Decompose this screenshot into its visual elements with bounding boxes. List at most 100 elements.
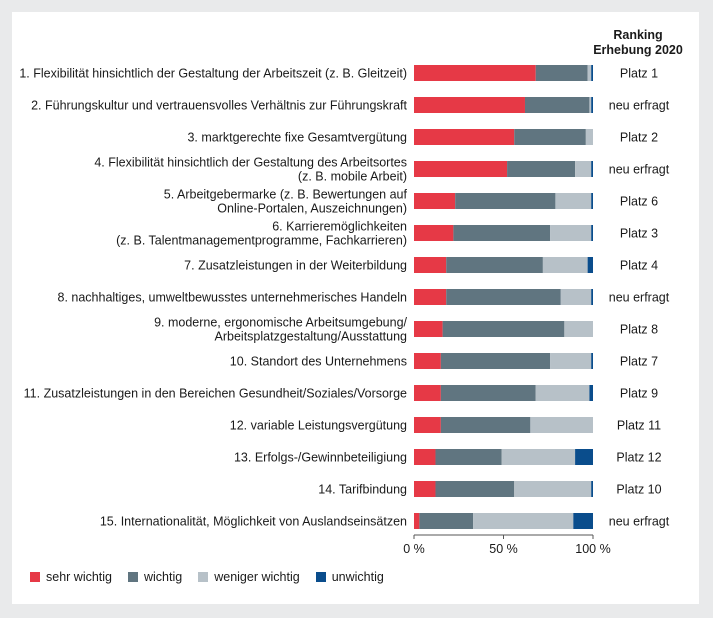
bar-segment-sehr-wichtig bbox=[414, 353, 441, 369]
ranking-header-line-2: Erhebung 2020 bbox=[593, 43, 683, 57]
bar-segment-sehr-wichtig bbox=[414, 257, 447, 273]
bar-segment-sehr-wichtig bbox=[414, 417, 441, 433]
category-label: (z. B. mobile Arbeit) bbox=[298, 170, 407, 184]
category-label: 13. Erfolgs-/Gewinnbeteiligiung bbox=[234, 451, 407, 465]
x-tick-label: 50 % bbox=[489, 542, 518, 556]
ranking-value: neu erfragt bbox=[609, 99, 670, 113]
stacked-bar-chart: 1. Flexibilität hinsichtlich der Gestalt… bbox=[19, 65, 670, 556]
category-label: (z. B. Talentmanagementprogramme, Fachka… bbox=[116, 234, 407, 248]
ranking-value: Platz 2 bbox=[620, 131, 658, 145]
bar-segment-weniger-wichtig bbox=[473, 513, 574, 529]
bar-segment-wichtig bbox=[446, 257, 543, 273]
bar-segment-wichtig bbox=[514, 129, 586, 145]
bar-segment-sehr-wichtig bbox=[414, 321, 443, 337]
legend-label: wichtig bbox=[144, 570, 183, 584]
bar-segment-unwichtig bbox=[575, 449, 593, 465]
ranking-value: Platz 8 bbox=[620, 323, 658, 337]
ranking-value: Platz 10 bbox=[616, 483, 661, 497]
bar-segment-sehr-wichtig bbox=[414, 513, 420, 529]
legend-swatch bbox=[315, 572, 326, 582]
ranking-value: Platz 3 bbox=[620, 227, 658, 241]
bar-segment-wichtig bbox=[440, 353, 551, 369]
bar-segment-sehr-wichtig bbox=[414, 161, 508, 177]
x-tick-label: 100 % bbox=[575, 542, 610, 556]
bar-segment-wichtig bbox=[419, 513, 474, 529]
ranking-value: Platz 6 bbox=[620, 195, 658, 209]
ranking-value: neu erfragt bbox=[609, 515, 670, 529]
legend-label: weniger wichtig bbox=[214, 570, 300, 584]
bar-segment-sehr-wichtig bbox=[414, 289, 447, 305]
bar-segment-weniger-wichtig bbox=[585, 129, 593, 145]
bar-segment-sehr-wichtig bbox=[414, 193, 456, 209]
bar-segment-wichtig bbox=[535, 65, 588, 81]
category-label: 7. Zusatzleistungen in der Weiterbildung bbox=[184, 259, 407, 273]
bar-segment-wichtig bbox=[440, 385, 536, 401]
bar-segment-unwichtig bbox=[591, 65, 593, 81]
legend-label: sehr wichtig bbox=[46, 570, 112, 584]
bar-segment-unwichtig bbox=[591, 225, 593, 241]
bar-segment-wichtig bbox=[435, 481, 515, 497]
bar-segment-unwichtig bbox=[591, 289, 593, 305]
bar-segment-wichtig bbox=[524, 97, 590, 113]
bar-segment-sehr-wichtig bbox=[414, 97, 525, 113]
bar-segment-wichtig bbox=[446, 289, 561, 305]
category-label: 11. Zusatzleistungen in den Bereichen Ge… bbox=[24, 387, 407, 401]
ranking-value: Platz 4 bbox=[620, 259, 658, 273]
bar-segment-wichtig bbox=[453, 225, 551, 241]
ranking-value: Platz 1 bbox=[620, 67, 658, 81]
bar-segment-sehr-wichtig bbox=[414, 65, 536, 81]
ranking-value: neu erfragt bbox=[609, 291, 670, 305]
bar-segment-wichtig bbox=[442, 321, 565, 337]
legend-swatch bbox=[128, 572, 138, 582]
bar-segment-weniger-wichtig bbox=[530, 417, 593, 433]
bar-segment-sehr-wichtig bbox=[414, 225, 454, 241]
bar-segment-sehr-wichtig bbox=[414, 449, 436, 465]
legend-swatch bbox=[198, 572, 209, 582]
bar-segment-sehr-wichtig bbox=[414, 481, 436, 497]
bar-segment-unwichtig bbox=[591, 161, 593, 177]
bar-segment-weniger-wichtig bbox=[550, 353, 592, 369]
ranking-value: Platz 9 bbox=[620, 387, 658, 401]
category-label: 9. moderne, ergonomische Arbeitsumgebung… bbox=[154, 316, 407, 330]
bar-segment-wichtig bbox=[435, 449, 502, 465]
bar-segment-weniger-wichtig bbox=[535, 385, 590, 401]
chart-panel: Ranking Erhebung 2020 1. Flexibilität hi… bbox=[12, 12, 699, 604]
bar-segment-weniger-wichtig bbox=[560, 289, 592, 305]
category-label: 15. Internationalität, Möglichkeit von A… bbox=[100, 515, 407, 529]
bar-segment-weniger-wichtig bbox=[555, 193, 592, 209]
bar-segment-unwichtig bbox=[587, 257, 593, 273]
category-label: Online-Portalen, Auszeichnungen) bbox=[217, 202, 407, 216]
bar-segment-weniger-wichtig bbox=[589, 97, 592, 113]
bar-segment-weniger-wichtig bbox=[501, 449, 576, 465]
bar-segment-sehr-wichtig bbox=[414, 129, 515, 145]
bar-segment-sehr-wichtig bbox=[414, 385, 441, 401]
bar-segment-unwichtig bbox=[573, 513, 593, 529]
ranking-header: Ranking Erhebung 2020 bbox=[583, 28, 693, 58]
bar-segment-weniger-wichtig bbox=[550, 225, 592, 241]
bar-segment-unwichtig bbox=[591, 481, 593, 497]
ranking-header-line-1: Ranking bbox=[613, 28, 663, 42]
legend-item: weniger wichtig bbox=[198, 570, 300, 584]
category-label: 3. marktgerechte fixe Gesamtvergütung bbox=[187, 131, 407, 145]
category-label: 8. nachhaltiges, umweltbewusstes unterne… bbox=[58, 291, 408, 305]
ranking-value: Platz 11 bbox=[617, 419, 661, 433]
x-tick-label: 0 % bbox=[403, 542, 425, 556]
category-label: 6. Karrieremöglichkeiten bbox=[272, 220, 407, 234]
bar-segment-wichtig bbox=[440, 417, 531, 433]
legend: sehr wichtig wichtig weniger wichtig unwich… bbox=[30, 570, 400, 584]
category-label: 1. Flexibilität hinsichtlich der Gestalt… bbox=[19, 67, 407, 81]
category-label: Arbeitsplatzgestaltung/Ausstattung bbox=[215, 330, 408, 344]
bar-segment-weniger-wichtig bbox=[575, 161, 592, 177]
ranking-value: neu erfragt bbox=[609, 163, 670, 177]
legend-item: sehr wichtig bbox=[30, 570, 112, 584]
bar-segment-unwichtig bbox=[591, 353, 593, 369]
bar-segment-unwichtig bbox=[589, 385, 593, 401]
category-label: 14. Tarifbindung bbox=[318, 483, 407, 497]
legend-item: wichtig bbox=[128, 570, 182, 584]
bar-segment-weniger-wichtig bbox=[542, 257, 588, 273]
bar-segment-weniger-wichtig bbox=[564, 321, 593, 337]
bar-segment-weniger-wichtig bbox=[514, 481, 592, 497]
legend-item: unwichtig bbox=[315, 570, 384, 584]
category-label: 4. Flexibilität hinsichtlich der Gestalt… bbox=[94, 156, 407, 170]
legend-label: unwichtig bbox=[331, 570, 384, 584]
